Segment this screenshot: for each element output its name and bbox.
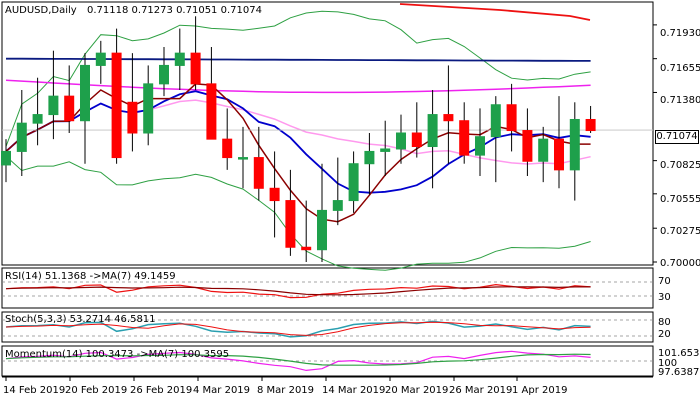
stoch-level-20: 20 — [658, 329, 671, 340]
price-tick: 0.71380 — [660, 95, 700, 106]
candle-bull — [538, 138, 549, 162]
candle-bear — [301, 246, 312, 251]
ohlc-values: 0.71118 0.71273 0.71051 0.71074 — [87, 5, 262, 16]
momentum-level-100: 100 — [658, 358, 678, 369]
rsi-level-70: 70 — [658, 276, 671, 287]
rsi-ma-line — [5, 286, 591, 296]
date-label: 1 Apr 2019 — [512, 385, 568, 396]
stoch-level-80: 80 — [658, 317, 671, 328]
candle-bear — [127, 101, 138, 134]
upper-band-line — [5, 10, 591, 147]
candle-bull — [143, 83, 154, 134]
date-label: 8 Mar 2019 — [257, 385, 315, 396]
candle-bear — [411, 132, 422, 148]
candle-bull — [1, 150, 11, 166]
candle-bull — [475, 136, 485, 156]
stoch-d-line — [5, 321, 591, 336]
date-label: 14 Mar 2019 — [322, 385, 386, 396]
candle-bear — [554, 138, 564, 171]
price-tick: 0.70555 — [660, 194, 700, 205]
price-layer — [1, 3, 653, 271]
stoch-panel-frame — [1, 311, 654, 343]
indicator-layer — [2, 281, 653, 372]
price-tick: 0.70275 — [660, 226, 700, 237]
candle-bear — [111, 52, 122, 159]
ma-darkred-line — [5, 83, 591, 223]
candle-bull — [569, 118, 580, 171]
candle-bear — [443, 114, 454, 122]
candle-bull — [32, 114, 43, 124]
candle-bear — [285, 200, 296, 248]
ma-navy-line — [6, 57, 591, 62]
candle-bear — [222, 138, 233, 159]
price-tick: 0.70825 — [660, 160, 700, 171]
date-label: 26 Feb 2019 — [130, 385, 193, 396]
lower-band-line — [5, 155, 591, 271]
candle-bear — [522, 130, 533, 162]
ma-red-line — [399, 3, 591, 21]
date-label: 20 Feb 2019 — [65, 385, 128, 396]
candle-bull — [95, 52, 106, 66]
tick-layer — [5, 24, 657, 381]
rsi-line — [5, 283, 591, 299]
rsi-label: RSI(14) 51.1368 ->MA(7) 49.1459 — [5, 271, 176, 282]
candle-bear — [64, 95, 75, 122]
momentum-label: Momentum(14) 100.3473 ->MA(7) 100.3595 — [5, 349, 230, 360]
date-label: 20 Mar 2019 — [385, 385, 449, 396]
candle-bull — [380, 148, 391, 152]
price-tick: 0.71655 — [660, 63, 700, 74]
ma-magenta-line — [5, 79, 591, 94]
rsi-panel-frame — [1, 267, 654, 309]
candle-bull — [238, 157, 248, 160]
price-tick: 0.71930 — [660, 28, 700, 39]
candle-bull — [174, 52, 185, 66]
momentum-level-high: 101.653 — [658, 348, 700, 359]
current-price-badge: 0.71074 — [655, 130, 699, 144]
price-tick: 0.70000 — [660, 258, 700, 269]
candle-bear — [269, 187, 280, 202]
candle-bear — [206, 83, 217, 140]
candle-bear — [190, 52, 201, 85]
momentum-line — [5, 350, 591, 372]
candle-bull — [48, 95, 59, 116]
date-label: 4 Mar 2019 — [193, 385, 251, 396]
candle-bull — [427, 114, 438, 148]
main-panel-frame — [1, 1, 654, 266]
candle-bull — [16, 122, 27, 152]
candle-bull — [490, 104, 501, 138]
momentum-ma-line — [5, 353, 591, 366]
candle-bear — [506, 104, 517, 132]
date-label: 14 Feb 2019 — [3, 385, 66, 396]
date-label: 26 Mar 2019 — [449, 385, 513, 396]
candle-bear — [459, 120, 470, 156]
candle-bull — [317, 209, 327, 251]
candle-bull — [396, 132, 406, 150]
symbol-label: AUDUSD,Daily — [5, 5, 77, 16]
candle-bull — [348, 163, 359, 202]
candle-bull — [332, 200, 343, 211]
candle-bear — [585, 118, 596, 132]
stoch-label: Stoch(5,3,3) 53.2714 46.5811 — [5, 314, 156, 325]
ma-pink-line — [5, 99, 591, 165]
candle-bull — [159, 64, 169, 85]
momentum-level-low: 97.6387 — [658, 367, 700, 378]
ma-blue-line — [5, 90, 591, 194]
candle-bull — [80, 64, 90, 122]
rsi-level-30: 30 — [658, 292, 671, 303]
candle-bear — [253, 157, 264, 189]
candle-bull — [364, 150, 375, 165]
